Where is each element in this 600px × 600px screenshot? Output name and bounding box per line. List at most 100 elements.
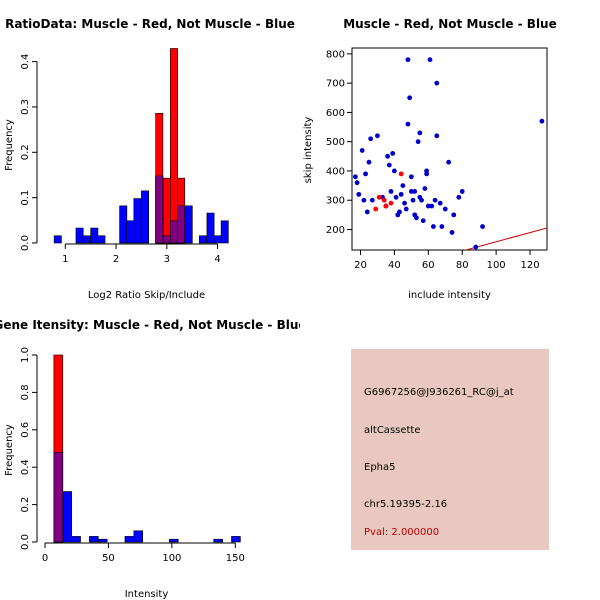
plot-frame [351, 47, 548, 251]
chart-title: Gene Itensity: Muscle - Red, Not Muscle … [0, 318, 300, 332]
point-not-muscle [434, 80, 440, 86]
x-tick-label: 100 [162, 553, 181, 564]
bar-not-muscle [198, 235, 207, 244]
point-not-muscle [405, 57, 411, 63]
intensity-scatter-chart: Muscle - Red, Not Muscle - Blue include i… [303, 17, 557, 300]
point-not-muscle [412, 189, 418, 194]
point-not-muscle [439, 224, 445, 229]
x-axis-label: Log2 Ratio Skip/Include [88, 290, 205, 300]
bar-overlap [155, 175, 164, 244]
x-tick-label: 50 [102, 553, 115, 564]
point-not-muscle [397, 209, 402, 215]
point-not-muscle [437, 200, 443, 206]
point-not-muscle [363, 171, 368, 177]
chromosome-location: chr5.19395-2.16 [364, 499, 448, 510]
bar-overlap [177, 205, 186, 244]
point-not-muscle [369, 197, 375, 203]
chart-title: Muscle - Red, Not Muscle - Blue [343, 17, 557, 31]
bar-not-muscle [220, 220, 229, 244]
bar-not-muscle [82, 235, 91, 244]
point-not-muscle [391, 168, 397, 174]
point-not-muscle [446, 159, 452, 165]
bar-overlap [53, 451, 64, 543]
point-not-muscle [425, 203, 431, 209]
point-not-muscle [473, 244, 479, 250]
point-not-muscle [408, 174, 414, 180]
y-tick-label: 1.0 [20, 347, 31, 363]
bar-not-muscle [206, 212, 215, 244]
point-not-muscle [456, 194, 462, 200]
point-not-muscle [459, 189, 465, 194]
point-not-muscle [415, 139, 421, 145]
point-not-muscle [366, 159, 372, 165]
point-muscle [373, 206, 379, 212]
bar-not-muscle [53, 235, 62, 244]
point-not-muscle [429, 203, 435, 209]
point-not-muscle [385, 153, 391, 159]
bar-muscle [162, 177, 171, 244]
y-tick-label: 0.2 [20, 144, 31, 160]
bar-overlap [170, 220, 178, 244]
x-tick-label: 80 [456, 260, 469, 271]
bar-muscle [170, 48, 178, 244]
bar-overlap [162, 235, 171, 244]
point-not-muscle [424, 168, 430, 174]
point-not-muscle [451, 212, 457, 218]
bar-not-muscle [71, 536, 81, 543]
point-not-muscle [449, 230, 455, 235]
bar-not-muscle [97, 235, 106, 244]
point-not-muscle [405, 121, 411, 127]
point-not-muscle [359, 148, 365, 153]
x-tick-label: 60 [422, 260, 435, 271]
reference-line-muscle-fit [464, 227, 547, 250]
info-panel: G6967256@J936261_RC@j_at altCassette Eph… [351, 349, 549, 550]
y-tick-label: 0.1 [20, 190, 31, 206]
point-not-muscle [352, 174, 358, 180]
y-tick-label: 800 [326, 49, 345, 60]
point-not-muscle [364, 209, 370, 215]
p-value: Pval: 2.000000 [364, 527, 440, 538]
bar-not-muscle [124, 536, 135, 543]
point-muscle [398, 171, 404, 177]
point-muscle [376, 194, 382, 200]
bar-not-muscle [141, 190, 149, 244]
point-not-muscle [442, 206, 448, 212]
x-tick-label: 100 [487, 260, 506, 271]
point-not-muscle [356, 191, 362, 197]
point-not-muscle [414, 215, 419, 221]
bar-not-muscle [97, 538, 108, 543]
point-not-muscle [432, 197, 438, 203]
bar-not-muscle [231, 536, 241, 543]
chart-title: RatioData: Muscle - Red, Not Muscle - Bl… [5, 17, 295, 31]
bar-not-muscle [75, 227, 84, 244]
y-tick-label: 0.0 [20, 534, 31, 550]
point-muscle [381, 197, 387, 203]
y-axis-label: skip intensity [303, 117, 314, 184]
gene-name: Epha5 [364, 462, 396, 473]
point-not-muscle [539, 118, 545, 124]
point-not-muscle [361, 197, 367, 203]
point-not-muscle [400, 183, 406, 188]
point-not-muscle [386, 162, 392, 168]
y-axis-label: Frequency [4, 119, 15, 171]
x-tick-label: 150 [226, 553, 245, 564]
y-tick-label: 500 [326, 137, 345, 148]
x-tick-label: 1 [62, 254, 68, 265]
x-tick-label: 0 [42, 553, 48, 564]
x-tick-label: 120 [520, 260, 539, 271]
point-not-muscle [408, 189, 414, 194]
y-tick-label: 700 [326, 79, 345, 90]
point-not-muscle [430, 224, 436, 229]
y-tick-label: 0.6 [20, 422, 31, 438]
y-axis-label: Frequency [4, 424, 15, 476]
point-not-muscle [354, 180, 360, 186]
y-tick-label: 0.4 [20, 54, 31, 70]
ratio-histogram-chart: RatioData: Muscle - Red, Not Muscle - Bl… [4, 17, 295, 300]
point-not-muscle [407, 95, 413, 101]
point-not-muscle [393, 194, 399, 200]
point-not-muscle [480, 224, 485, 229]
point-muscle [383, 203, 389, 209]
bar-not-muscle [119, 205, 128, 244]
point-not-muscle [419, 197, 424, 203]
